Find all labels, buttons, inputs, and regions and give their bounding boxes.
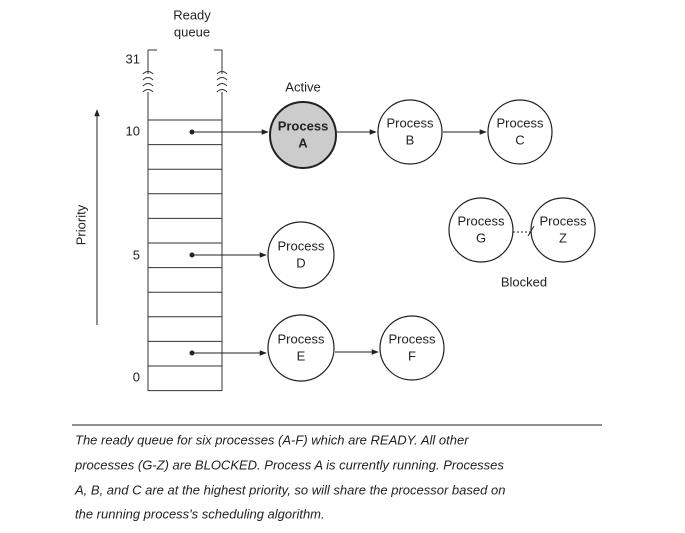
node xyxy=(379,315,445,381)
queue-title: queue xyxy=(174,24,210,39)
node-label: Process xyxy=(278,118,329,133)
node-label: Process xyxy=(389,331,436,346)
node-label: F xyxy=(408,348,416,363)
node-label: Process xyxy=(278,238,325,253)
node xyxy=(267,221,335,289)
node-label: Process xyxy=(387,115,434,130)
level-label: 10 xyxy=(126,123,140,138)
node xyxy=(267,314,335,382)
caption-line: processes (G-Z) are BLOCKED. Process A i… xyxy=(74,457,504,472)
caption-line: the running process's scheduling algorit… xyxy=(75,506,325,521)
caption-line: The ready queue for six processes (A-F) … xyxy=(75,432,469,447)
node-label: E xyxy=(297,348,306,363)
node-label: Process xyxy=(540,213,587,228)
node-label: B xyxy=(406,132,415,147)
node-labels: Process A Process B Process C Process D Process E… xyxy=(278,115,587,363)
axis-label: Priority xyxy=(73,204,88,245)
node-label: D xyxy=(296,255,305,270)
node xyxy=(269,101,337,169)
level-label: 0 xyxy=(133,369,140,384)
break-mark xyxy=(216,71,228,93)
node-label: Process xyxy=(497,115,544,130)
dot xyxy=(189,350,195,356)
ready-queue xyxy=(142,49,228,392)
dots xyxy=(189,129,195,356)
node xyxy=(448,197,514,263)
caption-line: A, B, and C are at the highest priority,… xyxy=(74,482,505,497)
level-label: 31 xyxy=(126,51,140,66)
node-label: Z xyxy=(559,230,567,245)
queue-title: Ready xyxy=(173,7,211,22)
node xyxy=(487,99,553,165)
node-label: A xyxy=(298,135,308,150)
active-label: Active xyxy=(285,79,320,94)
node-label: G xyxy=(476,230,486,245)
node xyxy=(377,99,443,165)
level-label: 5 xyxy=(133,247,140,262)
node xyxy=(530,197,596,263)
dot xyxy=(189,129,195,135)
node-label: Process xyxy=(458,213,505,228)
blocked-label: Blocked xyxy=(501,274,547,289)
blocked-link xyxy=(527,225,535,237)
dot xyxy=(189,252,195,258)
node-label: Process xyxy=(278,331,325,346)
break-mark xyxy=(142,71,154,93)
node-label: C xyxy=(515,132,524,147)
nodes xyxy=(267,99,596,382)
arrows xyxy=(192,129,535,356)
queue-sides xyxy=(147,50,223,391)
